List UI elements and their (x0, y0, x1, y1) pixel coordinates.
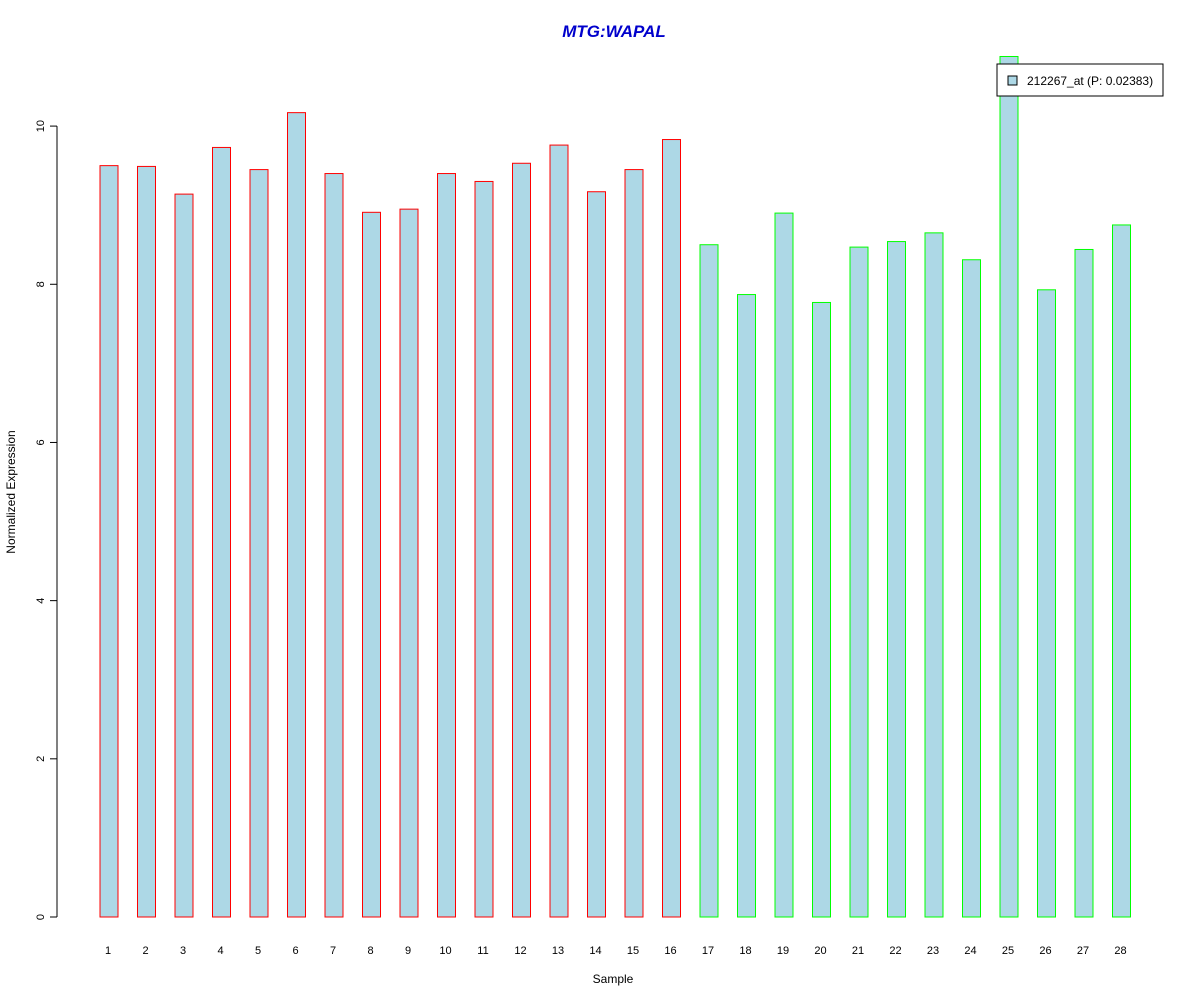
bar-sample-20 (812, 301, 831, 918)
x-tick-label: 26 (1039, 945, 1051, 957)
bar-sample-23 (924, 232, 944, 918)
bar-sample-4 (212, 146, 231, 918)
y-tick-label: 6 (35, 439, 47, 445)
bar-sample-2 (137, 165, 156, 918)
bar-sample-13 (549, 144, 569, 918)
bar-sample-27 (1074, 248, 1094, 918)
y-tick-label: 4 (35, 598, 47, 604)
x-tick-label: 15 (627, 945, 639, 957)
x-tick-label: 27 (1077, 945, 1089, 957)
y-tick-label: 2 (35, 756, 47, 762)
bar-sample-3 (174, 193, 194, 918)
x-tick-label: 18 (739, 945, 751, 957)
x-tick-label: 13 (552, 945, 564, 957)
y-tick-label: 8 (35, 281, 47, 287)
bar-sample-15 (624, 169, 644, 918)
bar-sample-28 (1112, 224, 1131, 918)
bar-sample-11 (474, 180, 494, 918)
x-tick-label: 23 (927, 945, 939, 957)
bar-sample-24 (962, 259, 981, 918)
bar-sample-8 (362, 211, 381, 918)
x-tick-label: 9 (405, 945, 411, 957)
bar-sample-9 (399, 208, 419, 918)
bar-sample-6 (287, 112, 306, 918)
bar-sample-10 (437, 173, 456, 918)
x-tick-labels: 1 2 3 4 5 6 7 8 9 10 11 12 13 14 15 16 17 18 19 20 21 22 23 24 2… (105, 945, 1127, 957)
bar-sample-7 (324, 173, 344, 918)
x-tick-label: 28 (1114, 945, 1126, 957)
bar-sample-16 (662, 139, 681, 918)
chart-title: MTG:WAPAL (562, 22, 666, 41)
x-tick-label: 16 (664, 945, 676, 957)
x-tick-label: 6 (292, 945, 298, 957)
x-tick-label: 19 (777, 945, 789, 957)
bar-sample-18 (737, 294, 756, 918)
x-tick-label: 8 (367, 945, 373, 957)
bar-sample-14 (587, 191, 606, 918)
x-tick-label: 11 (477, 945, 488, 957)
x-tick-label: 20 (814, 945, 826, 957)
x-tick-label: 12 (514, 945, 526, 957)
bar-sample-25 (999, 55, 1019, 918)
bar-sample-5 (249, 169, 269, 918)
bar-sample-17 (699, 244, 719, 918)
x-tick-label: 4 (217, 945, 223, 957)
x-tick-label: 5 (255, 945, 261, 957)
x-axis-label: Sample (593, 972, 634, 986)
x-tick-label: 3 (180, 945, 186, 957)
bars-group (99, 55, 1131, 918)
x-tick-label: 1 (105, 945, 111, 957)
x-tick-label: 10 (439, 945, 451, 957)
x-tick-label: 14 (589, 945, 601, 957)
x-tick-label: 22 (889, 945, 901, 957)
bar-sample-1 (99, 165, 119, 918)
y-tick-label: 0 (35, 914, 47, 920)
bar-sample-26 (1037, 289, 1056, 918)
legend-label: 212267_at (P: 0.02383) (1027, 74, 1153, 88)
bar-sample-22 (887, 241, 906, 918)
y-axis-label: Normalized Expression (4, 430, 18, 553)
x-tick-label: 25 (1002, 945, 1014, 957)
x-tick-label: 7 (330, 945, 336, 957)
x-tick-label: 2 (142, 945, 148, 957)
bar-sample-12 (512, 162, 531, 918)
bar-sample-21 (849, 246, 869, 918)
y-tick-label: 10 (35, 120, 47, 132)
legend-box (996, 63, 1164, 97)
x-tick-label: 21 (852, 945, 864, 957)
x-tick-label: 17 (702, 945, 714, 957)
legend-swatch (1007, 75, 1018, 86)
bar-sample-19 (774, 212, 794, 918)
y-axis: 0 2 4 6 8 10 (35, 120, 58, 920)
legend: 212267_at (P: 0.02383) (996, 63, 1164, 97)
x-tick-label: 24 (964, 945, 976, 957)
